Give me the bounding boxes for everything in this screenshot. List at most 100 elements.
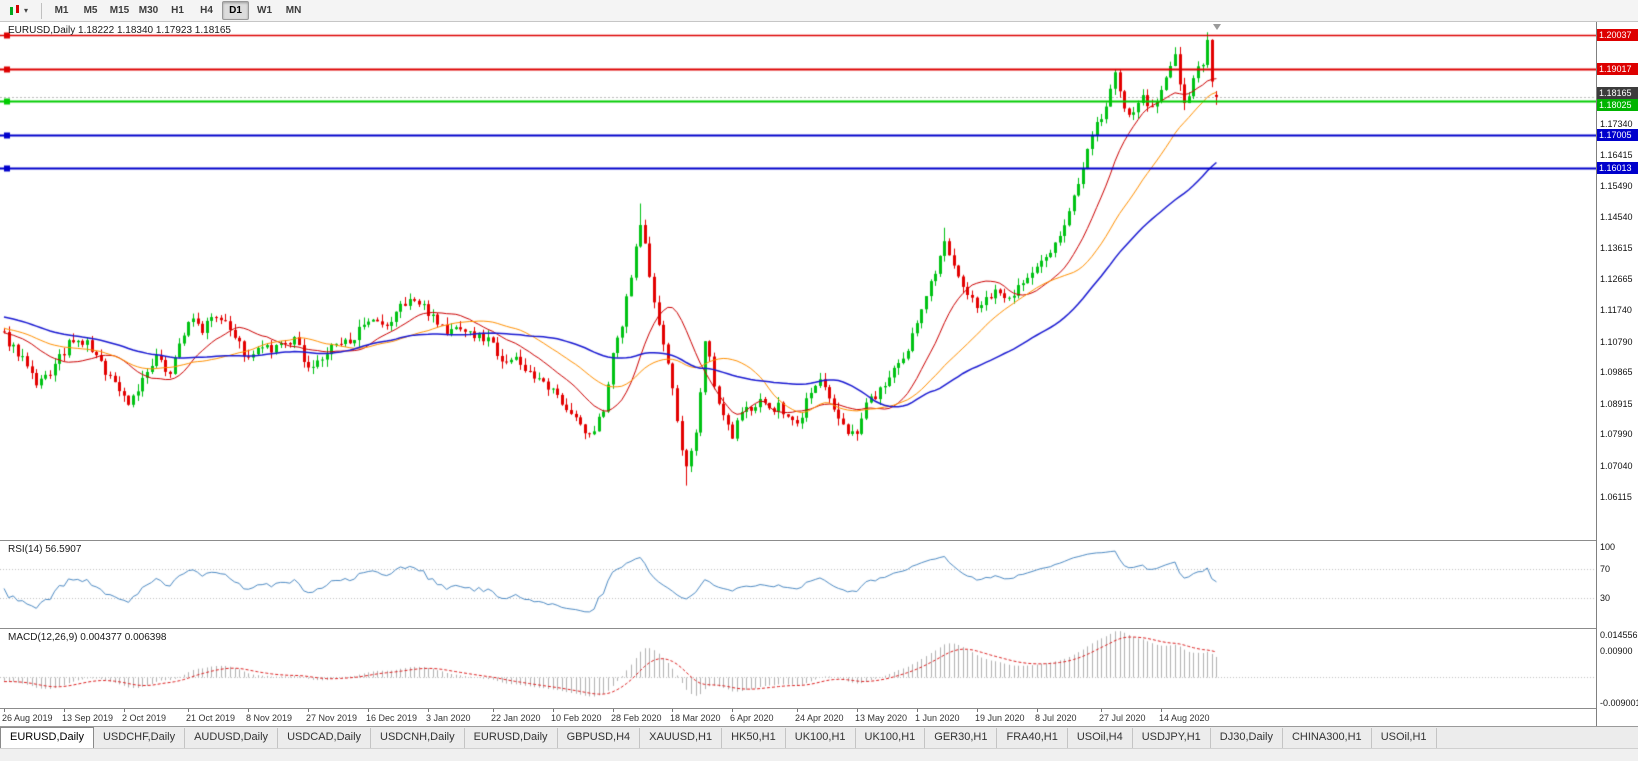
- date-tick-mark: [857, 709, 858, 712]
- chart-tab-bar: EURUSD,Daily USDCHF,Daily AUDUSD,Daily USDC…: [0, 726, 1638, 748]
- panel-separator[interactable]: [0, 708, 1638, 709]
- price-axis[interactable]: 1.17340 1.16415 1.15490 1.14540 1.13615 1.126…: [1596, 22, 1638, 726]
- date-tick-mark: [1037, 709, 1038, 712]
- date-label: 24 Apr 2020: [795, 713, 844, 723]
- date-label: 3 Jan 2020: [426, 713, 471, 723]
- date-label: 6 Apr 2020: [730, 713, 774, 723]
- chart-tab-china300-h1[interactable]: CHINA300,H1: [1283, 728, 1372, 748]
- price-axis-tick: 1.13615: [1600, 243, 1633, 253]
- chart-tab-uk100-h1[interactable]: UK100,H1: [786, 728, 856, 748]
- timeframe-button-h1[interactable]: H1: [171, 5, 184, 16]
- price-axis-badge: 1.19017: [1597, 63, 1638, 75]
- chart-type-selector[interactable]: ▾: [4, 1, 32, 21]
- rsi-canvas[interactable]: [0, 541, 1596, 628]
- price-axis-tick: 1.09865: [1600, 367, 1633, 377]
- price-axis-tick: 1.15490: [1600, 181, 1633, 191]
- date-tick-mark: [64, 709, 65, 712]
- date-label: 13 Sep 2019: [62, 713, 114, 723]
- date-tick-mark: [4, 709, 5, 712]
- date-tick-mark: [493, 709, 494, 712]
- status-bar: [0, 748, 1638, 761]
- date-label: 8 Jul 2020: [1035, 713, 1077, 723]
- price-axis-tick: 1.14540: [1600, 212, 1633, 222]
- date-tick-mark: [553, 709, 554, 712]
- date-tick-mark: [977, 709, 978, 712]
- timeframe-button-m1[interactable]: M1: [54, 5, 69, 16]
- rsi-axis-tick: 70: [1600, 564, 1611, 574]
- chart-tab-audusd-daily[interactable]: AUDUSD,Daily: [185, 728, 279, 748]
- date-tick-mark: [797, 709, 798, 712]
- rsi-axis-tick: 100: [1600, 542, 1616, 552]
- rsi-panel[interactable]: RSI(14) 56.5907: [0, 541, 1596, 628]
- chart-tab-uk100-h1[interactable]: UK100,H1: [856, 728, 926, 748]
- date-axis[interactable]: 26 Aug 2019 13 Sep 2019 2 Oct 2019 21 Oct 2…: [0, 709, 1596, 726]
- main-chart-panel[interactable]: EURUSD,Daily 1.18222 1.18340 1.17923 1.1…: [0, 22, 1596, 540]
- date-label: 18 Mar 2020: [670, 713, 721, 723]
- chart-tab-hk50-h1[interactable]: HK50,H1: [722, 728, 786, 748]
- date-tick-mark: [1161, 709, 1162, 712]
- chart-tab-eurusd-daily[interactable]: EURUSD,Daily: [465, 728, 558, 748]
- price-axis-tick: 1.07040: [1600, 461, 1633, 471]
- timeframe-button-d1[interactable]: D1: [222, 1, 250, 20]
- macd-canvas[interactable]: [0, 629, 1596, 708]
- toolbar: ▾ M1 M5 M15 M30 H1 H4 D1 W1 MN: [0, 0, 1638, 22]
- date-tick-mark: [672, 709, 673, 712]
- date-label: 14 Aug 2020: [1159, 713, 1210, 723]
- chart-tab-ger30-h1[interactable]: GER30,H1: [925, 728, 998, 748]
- macd-panel[interactable]: MACD(12,26,9) 0.004377 0.006398: [0, 629, 1596, 708]
- price-axis-tick: 1.12665: [1600, 274, 1633, 284]
- chart-tab-dj30-daily[interactable]: DJ30,Daily: [1211, 728, 1283, 748]
- macd-axis-tick: -0.009001: [1600, 698, 1638, 708]
- timeframe-button-m30[interactable]: M30: [138, 5, 159, 16]
- date-label: 21 Oct 2019: [186, 713, 236, 723]
- date-tick-mark: [368, 709, 369, 712]
- chart-tab-usdjpy-h1[interactable]: USDJPY,H1: [1133, 728, 1211, 748]
- chart-tab-fra40-h1[interactable]: FRA40,H1: [997, 728, 1068, 748]
- chart-tab-usdchf-daily[interactable]: USDCHF,Daily: [94, 728, 186, 748]
- date-tick-mark: [248, 709, 249, 712]
- date-label: 27 Jul 2020: [1099, 713, 1146, 723]
- main-chart-canvas[interactable]: [0, 22, 1596, 540]
- chart-tab-usoil-h1[interactable]: USOil,H1: [1372, 728, 1437, 748]
- price-axis-tick: 1.17340: [1600, 119, 1633, 129]
- price-axis-badge: 1.16013: [1597, 162, 1638, 174]
- date-label: 22 Jan 2020: [491, 713, 541, 723]
- price-axis-badge: 1.17005: [1597, 129, 1638, 141]
- date-label: 26 Aug 2019: [2, 713, 53, 723]
- toolbar-separator: [41, 2, 43, 19]
- timeframe-button-m15[interactable]: M15: [109, 5, 130, 16]
- price-axis-badge: 1.18165: [1597, 87, 1638, 99]
- price-axis-tick: 1.16415: [1600, 150, 1633, 160]
- date-tick-mark: [1101, 709, 1102, 712]
- timeframe-button-h4[interactable]: H4: [200, 5, 213, 16]
- panel-separator[interactable]: [0, 628, 1638, 629]
- date-tick-mark: [308, 709, 309, 712]
- chart-shift-marker-icon[interactable]: [1213, 24, 1221, 30]
- macd-axis-tick: 0.014556: [1600, 630, 1638, 640]
- timeframe-button-m5[interactable]: M5: [83, 5, 98, 16]
- date-tick-mark: [428, 709, 429, 712]
- timeframe-button-group: M1 M5 M15 M30 H1 H4 D1 W1 MN: [47, 1, 308, 20]
- date-label: 28 Feb 2020: [611, 713, 662, 723]
- date-label: 10 Feb 2020: [551, 713, 602, 723]
- chart-tab-usoil-h4[interactable]: USOil,H4: [1068, 728, 1133, 748]
- date-label: 13 May 2020: [855, 713, 908, 723]
- date-tick-mark: [613, 709, 614, 712]
- timeframe-button-w1[interactable]: W1: [257, 5, 273, 16]
- price-axis-badge: 1.20037: [1597, 29, 1638, 41]
- date-tick-mark: [124, 709, 125, 712]
- chart-tab-gbpusd-h4[interactable]: GBPUSD,H4: [558, 728, 641, 748]
- price-axis-badge: 1.18025: [1597, 99, 1638, 111]
- price-axis-tick: 1.08915: [1600, 399, 1633, 409]
- chart-tab-usdcad-daily[interactable]: USDCAD,Daily: [278, 728, 372, 748]
- date-tick-mark: [917, 709, 918, 712]
- price-axis-tick: 1.06115: [1600, 492, 1632, 502]
- date-label: 19 Jun 2020: [975, 713, 1025, 723]
- chart-tab-eurusd-daily[interactable]: EURUSD,Daily: [0, 727, 94, 748]
- chart-tab-usdcnh-daily[interactable]: USDCNH,Daily: [371, 728, 465, 748]
- chart-tab-xauusd-h1[interactable]: XAUUSD,H1: [640, 728, 723, 748]
- timeframe-button-mn[interactable]: MN: [285, 5, 302, 16]
- date-label: 8 Nov 2019: [246, 713, 293, 723]
- price-axis-tick: 1.10790: [1600, 337, 1633, 347]
- panel-separator[interactable]: [0, 540, 1638, 541]
